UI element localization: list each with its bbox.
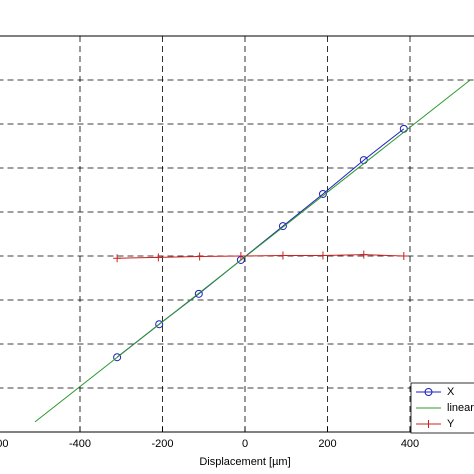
legend-label: X <box>447 386 455 398</box>
legend-label: linear fit <box>447 402 474 414</box>
point <box>154 253 163 262</box>
plot-frame <box>0 35 474 433</box>
x-tick-label: 400 <box>401 438 419 450</box>
point <box>195 252 204 261</box>
point <box>359 250 368 259</box>
x-tick-label: -200 <box>151 438 173 450</box>
point <box>318 251 327 260</box>
point <box>194 289 203 298</box>
point <box>278 251 287 260</box>
point <box>113 353 122 362</box>
point <box>318 189 327 198</box>
x-tick-label: -600 <box>0 438 9 450</box>
x-tick-label: 200 <box>318 438 336 450</box>
series-line <box>117 254 404 259</box>
point <box>278 222 287 231</box>
point <box>399 252 408 260</box>
point <box>155 320 164 329</box>
x-tick-label: 0 <box>242 438 248 450</box>
legend-label: Y <box>447 418 455 430</box>
legend-marker <box>424 388 433 396</box>
point <box>113 254 122 263</box>
point <box>236 252 245 260</box>
series-line <box>34 79 471 423</box>
series-line <box>116 128 405 358</box>
legend-box <box>410 382 474 434</box>
x-tick-label: -400 <box>69 438 91 450</box>
legend-marker <box>424 420 433 428</box>
x-axis-label: Displacement [µm] <box>199 456 290 468</box>
